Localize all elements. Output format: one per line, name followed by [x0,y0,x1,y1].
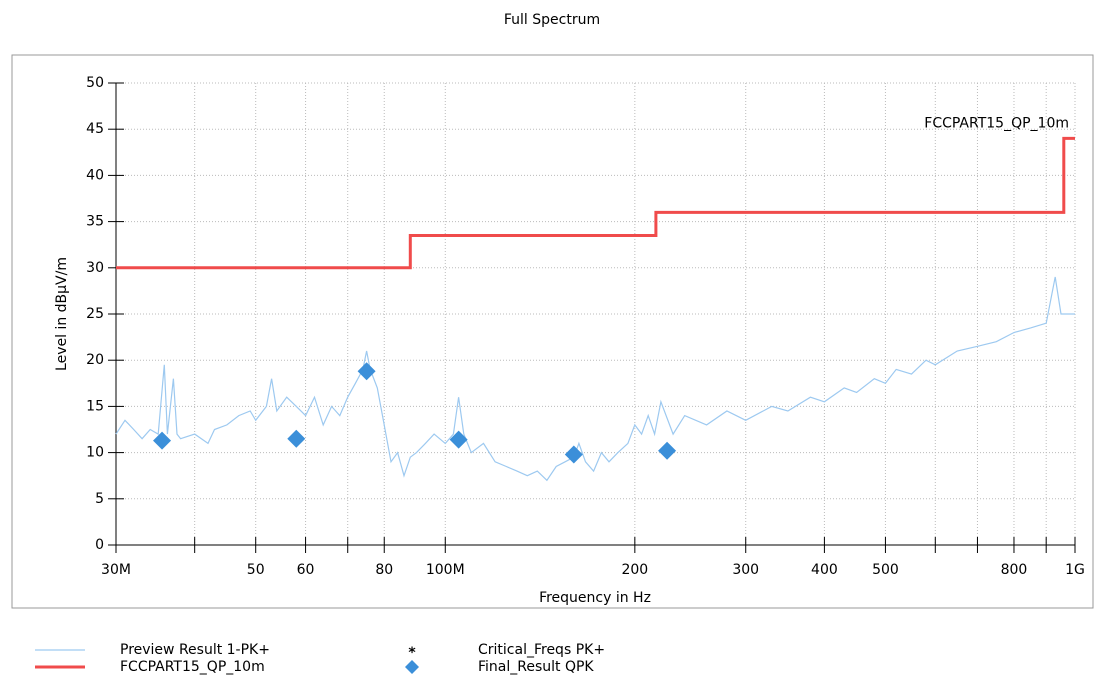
x-tick-label: 200 [621,562,648,578]
chart-title: Full Spectrum [504,12,600,28]
x-tick-label: 100M [426,562,465,578]
y-tick-label: 5 [95,491,104,507]
y-tick-label: 20 [86,352,104,368]
y-axis-label: Level in dBµV/m [54,257,70,371]
qpk-point [357,362,376,381]
legend-label: Preview Result 1-PK+ [120,642,270,658]
x-tick-label: 30M [101,562,131,578]
x-tick-label: 500 [872,562,899,578]
qpk-point [658,441,677,460]
y-tick-label: 45 [86,121,104,137]
y-tick-label: 50 [86,75,104,91]
legend-label: Critical_Freqs PK+ [478,642,605,658]
x-tick-label: 400 [811,562,838,578]
y-tick-label: 0 [95,537,104,553]
legend-swatch: * [408,645,416,661]
qpk-point [564,445,583,464]
legend-label: Final_Result QPK [478,659,594,675]
x-tick-label: 80 [375,562,393,578]
limit-label: FCCPART15_QP_10m [924,115,1069,131]
y-tick-label: 25 [86,306,104,322]
legend-swatch [405,660,419,674]
qpk-point [287,429,306,448]
y-tick-label: 10 [86,445,104,461]
qpk-point [449,430,468,449]
frame [11,54,1094,609]
qpk-point [153,431,172,450]
series-line [115,276,1075,482]
y-tick-label: 15 [86,398,104,414]
legend-label: FCCPART15_QP_10m [120,659,265,675]
y-tick-label: 35 [86,214,104,230]
x-tick-label: 800 [1001,562,1028,578]
x-tick-label: 300 [732,562,759,578]
x-tick-label: 1G [1065,562,1085,578]
y-tick-label: 30 [86,260,104,276]
y-tick-label: 40 [86,167,104,183]
x-axis-label: Frequency in Hz [539,590,651,606]
x-tick-label: 60 [297,562,315,578]
series-line [116,136,1075,270]
x-tick-label: 50 [247,562,265,578]
